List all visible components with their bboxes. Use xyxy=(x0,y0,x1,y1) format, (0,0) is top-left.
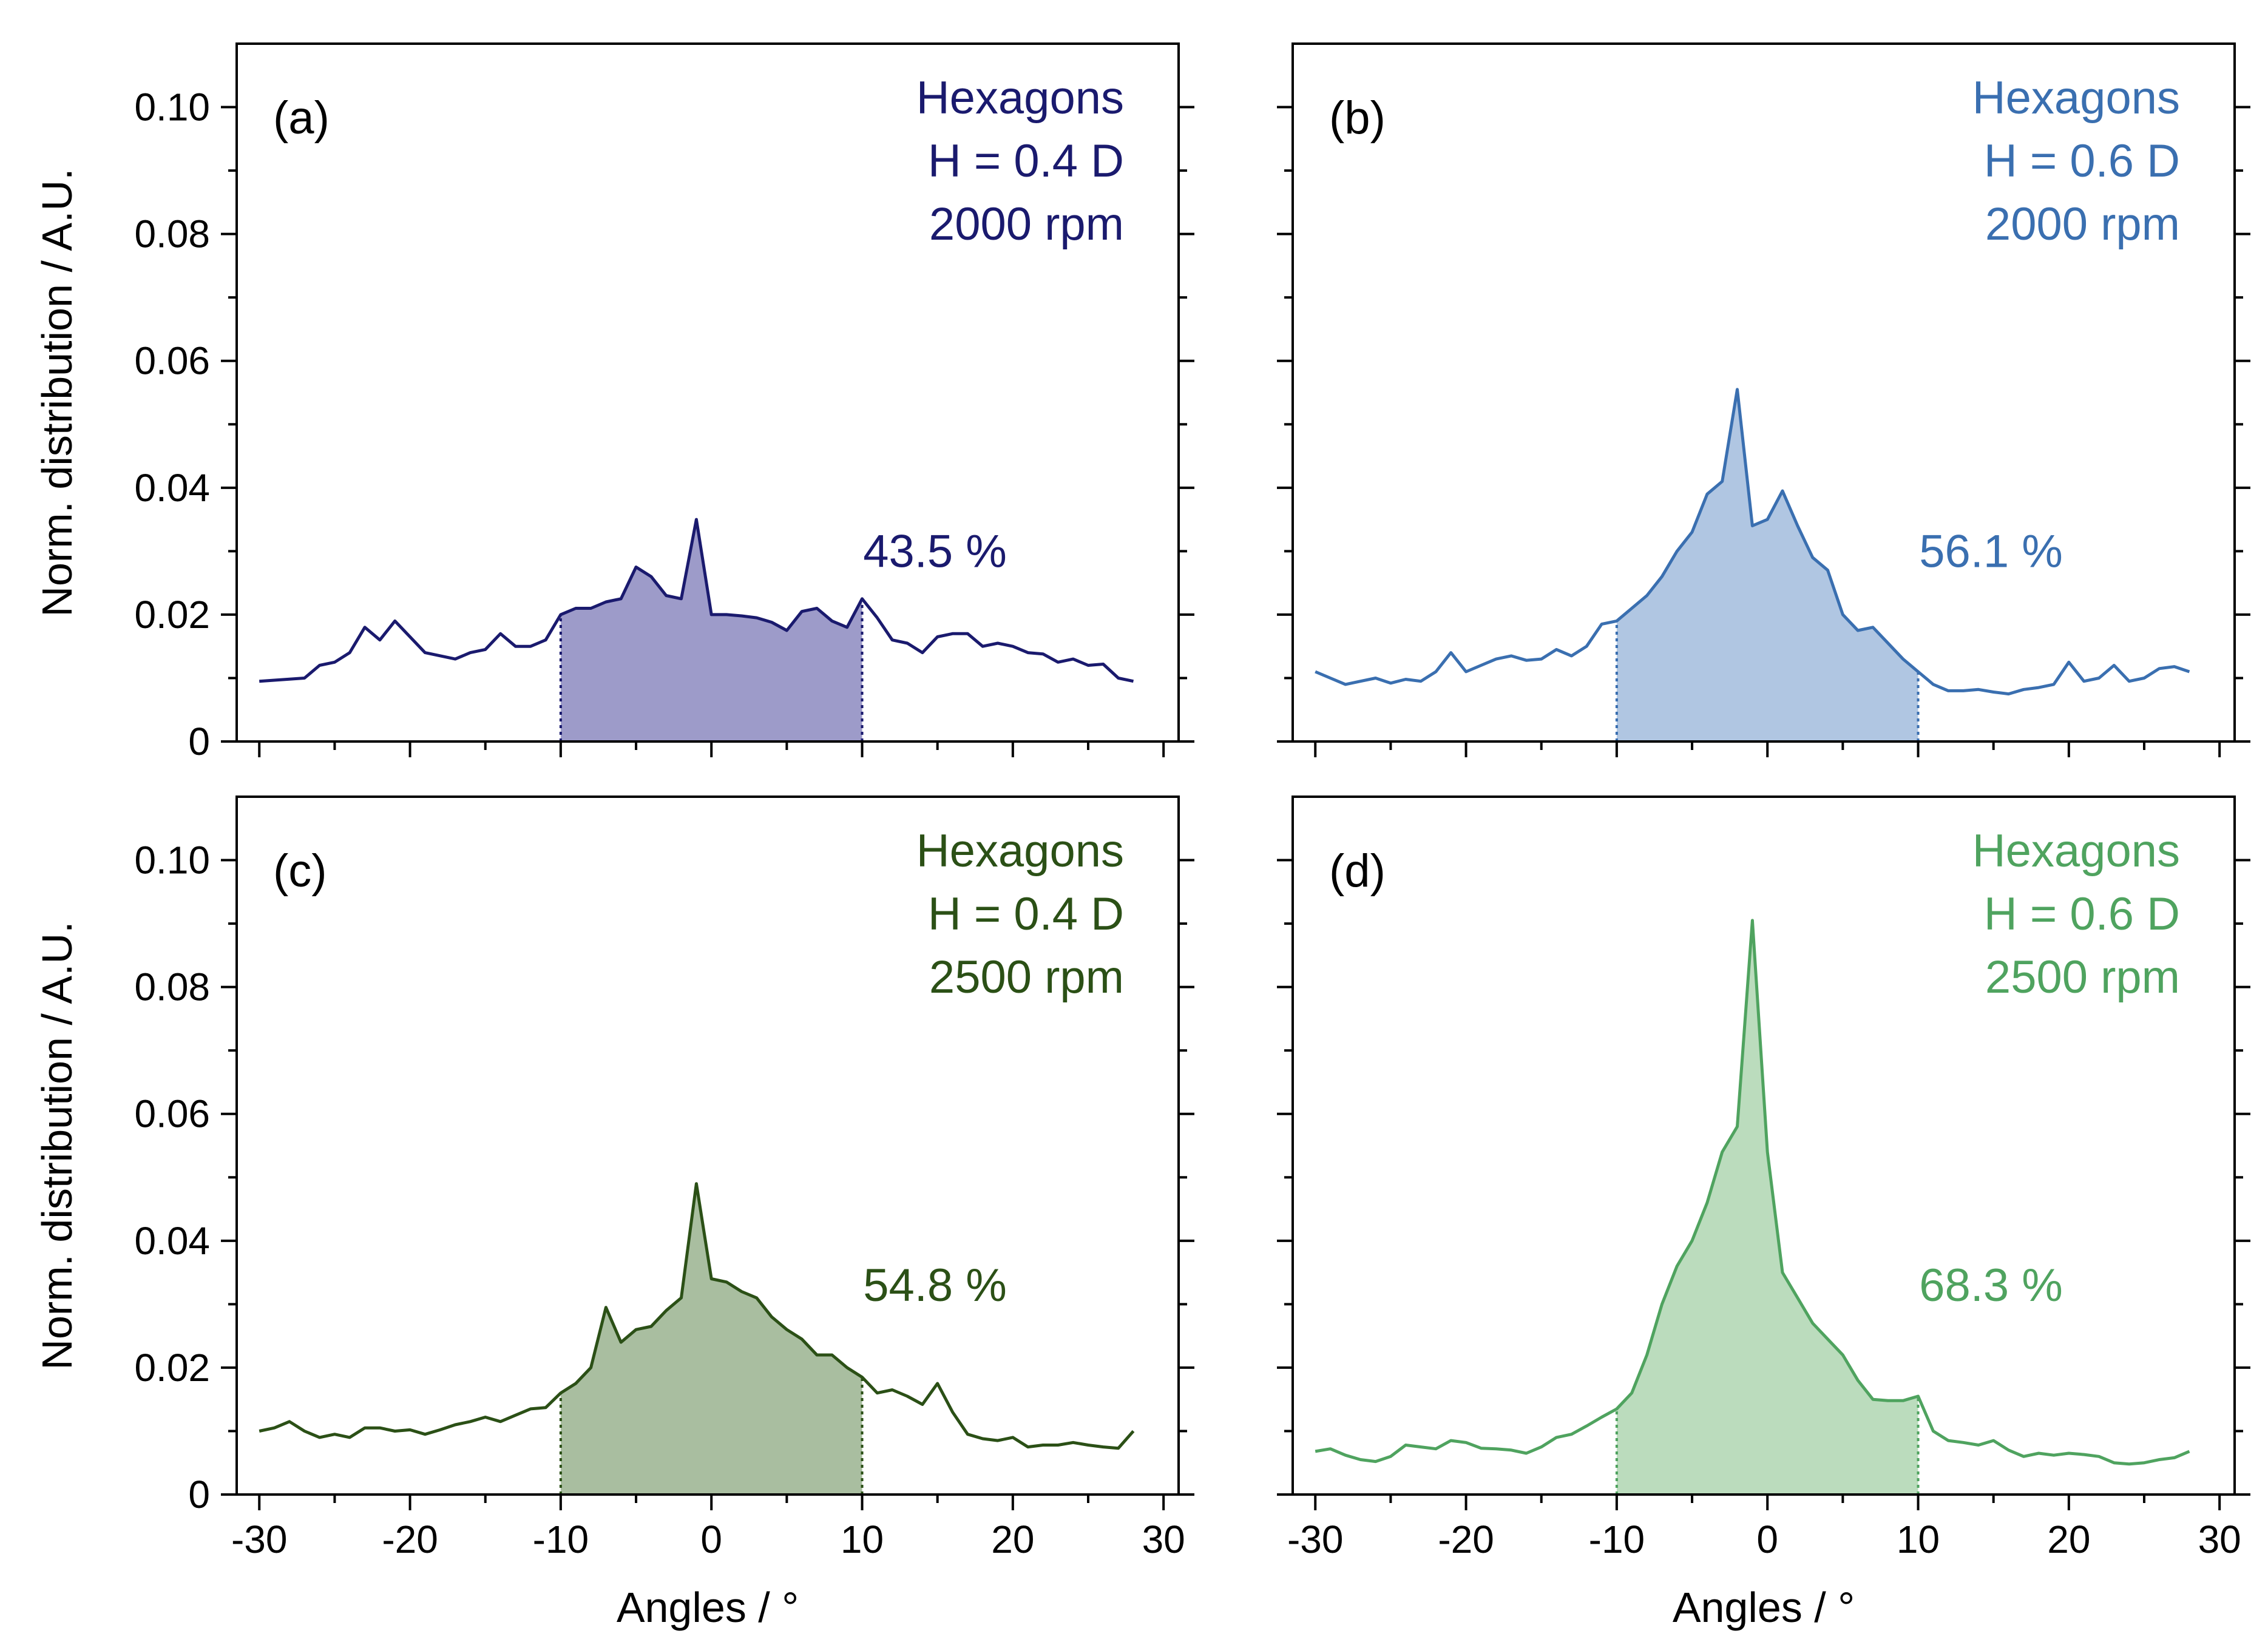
panel-label: (b) xyxy=(1329,92,1386,144)
plot-frame xyxy=(1291,42,2236,743)
legend-line: H = 0.4 D xyxy=(928,888,1124,940)
y-tick-label: 0.08 xyxy=(134,212,210,256)
y-tick-label: 0.02 xyxy=(134,593,210,637)
y-tick-label: 0.06 xyxy=(134,1092,210,1136)
x-tick-label: 10 xyxy=(1897,1518,1940,1561)
panel-label: (c) xyxy=(273,845,327,897)
x-tick-label: -20 xyxy=(382,1518,438,1561)
series-line xyxy=(259,518,1134,683)
y-tick-label: 0.08 xyxy=(134,965,210,1009)
percentage-label: 56.1 % xyxy=(1919,526,2063,578)
legend-line: Hexagons xyxy=(916,825,1124,877)
legend-line: Hexagons xyxy=(1972,825,2180,877)
panel-c: 0 0.02 0.04 0.06 0.08 0.10 -30 -20 -10 0 10 20 30 (c)… xyxy=(33,795,1194,1631)
x-tick-label: -30 xyxy=(231,1518,288,1561)
y-tick-label: 0.06 xyxy=(134,339,210,383)
y-tick-label: 0.02 xyxy=(134,1346,210,1390)
plot-frame xyxy=(235,795,1180,1496)
plot-frame xyxy=(235,42,1180,743)
x-axis-title: Angles / ° xyxy=(1673,1584,1855,1631)
x-tick-label: 20 xyxy=(991,1518,1034,1561)
x-tick-label: -10 xyxy=(1589,1518,1645,1561)
y-axis-title: Norm. distribution / A.U. xyxy=(33,921,81,1370)
legend-line: H = 0.4 D xyxy=(928,135,1124,187)
x-tick-label: 20 xyxy=(2047,1518,2090,1561)
y-tick-label: 0.10 xyxy=(134,86,210,129)
y-tick-label: 0.04 xyxy=(134,466,210,510)
y-axis-title: Norm. distribution / A.U. xyxy=(33,168,81,616)
x-axis-title: Angles / ° xyxy=(617,1584,799,1631)
plot-frame xyxy=(1291,795,2236,1496)
x-tick-label: 30 xyxy=(2198,1518,2241,1561)
legend-line: H = 0.6 D xyxy=(1984,888,2180,940)
y-tick-label: 0 xyxy=(188,1473,210,1516)
y-tick-label: 0.04 xyxy=(134,1219,210,1263)
series-line xyxy=(1315,919,2190,1466)
panel-b: (b) Hexagons H = 0.6 D 2000 rpm 56.1 % xyxy=(1277,42,2250,757)
panel-a: 0 0.02 0.04 0.06 0.08 0.10 (a) Hexagons H = 0.4 … xyxy=(33,42,1194,763)
legend-line: Hexagons xyxy=(916,72,1124,124)
x-tick-label: 0 xyxy=(700,1518,722,1561)
panel-label: (a) xyxy=(273,92,330,144)
legend-line: 2500 rpm xyxy=(929,951,1124,1003)
shaded-area xyxy=(560,519,862,741)
x-tick-label: -20 xyxy=(1438,1518,1494,1561)
shaded-area xyxy=(1616,389,1918,741)
series-line xyxy=(1315,388,2190,696)
panel-d: -30 -20 -10 0 10 20 30 (d) Hexagons H = 0.6 D 2500… xyxy=(1277,795,2250,1631)
legend-line: H = 0.6 D xyxy=(1984,135,2180,187)
x-tick-label: 30 xyxy=(1142,1518,1185,1561)
panel-label: (d) xyxy=(1329,845,1386,897)
shaded-area xyxy=(560,1183,862,1495)
legend-line: 2000 rpm xyxy=(1985,198,2180,250)
legend-line: 2000 rpm xyxy=(929,198,1124,250)
percentage-label: 54.8 % xyxy=(863,1260,1007,1311)
percentage-label: 43.5 % xyxy=(863,526,1007,578)
percentage-label: 68.3 % xyxy=(1919,1260,2063,1311)
y-tick-label: 0 xyxy=(188,720,210,763)
legend-line: 2500 rpm xyxy=(1985,951,2180,1003)
legend-line: Hexagons xyxy=(1972,72,2180,124)
x-tick-label: -30 xyxy=(1287,1518,1344,1561)
y-tick-label: 0.10 xyxy=(134,839,210,882)
x-tick-label: 0 xyxy=(1756,1518,1778,1561)
series-line xyxy=(259,1182,1135,1450)
x-tick-label: -10 xyxy=(533,1518,589,1561)
shaded-area xyxy=(1616,920,1918,1495)
x-tick-label: 10 xyxy=(841,1518,884,1561)
